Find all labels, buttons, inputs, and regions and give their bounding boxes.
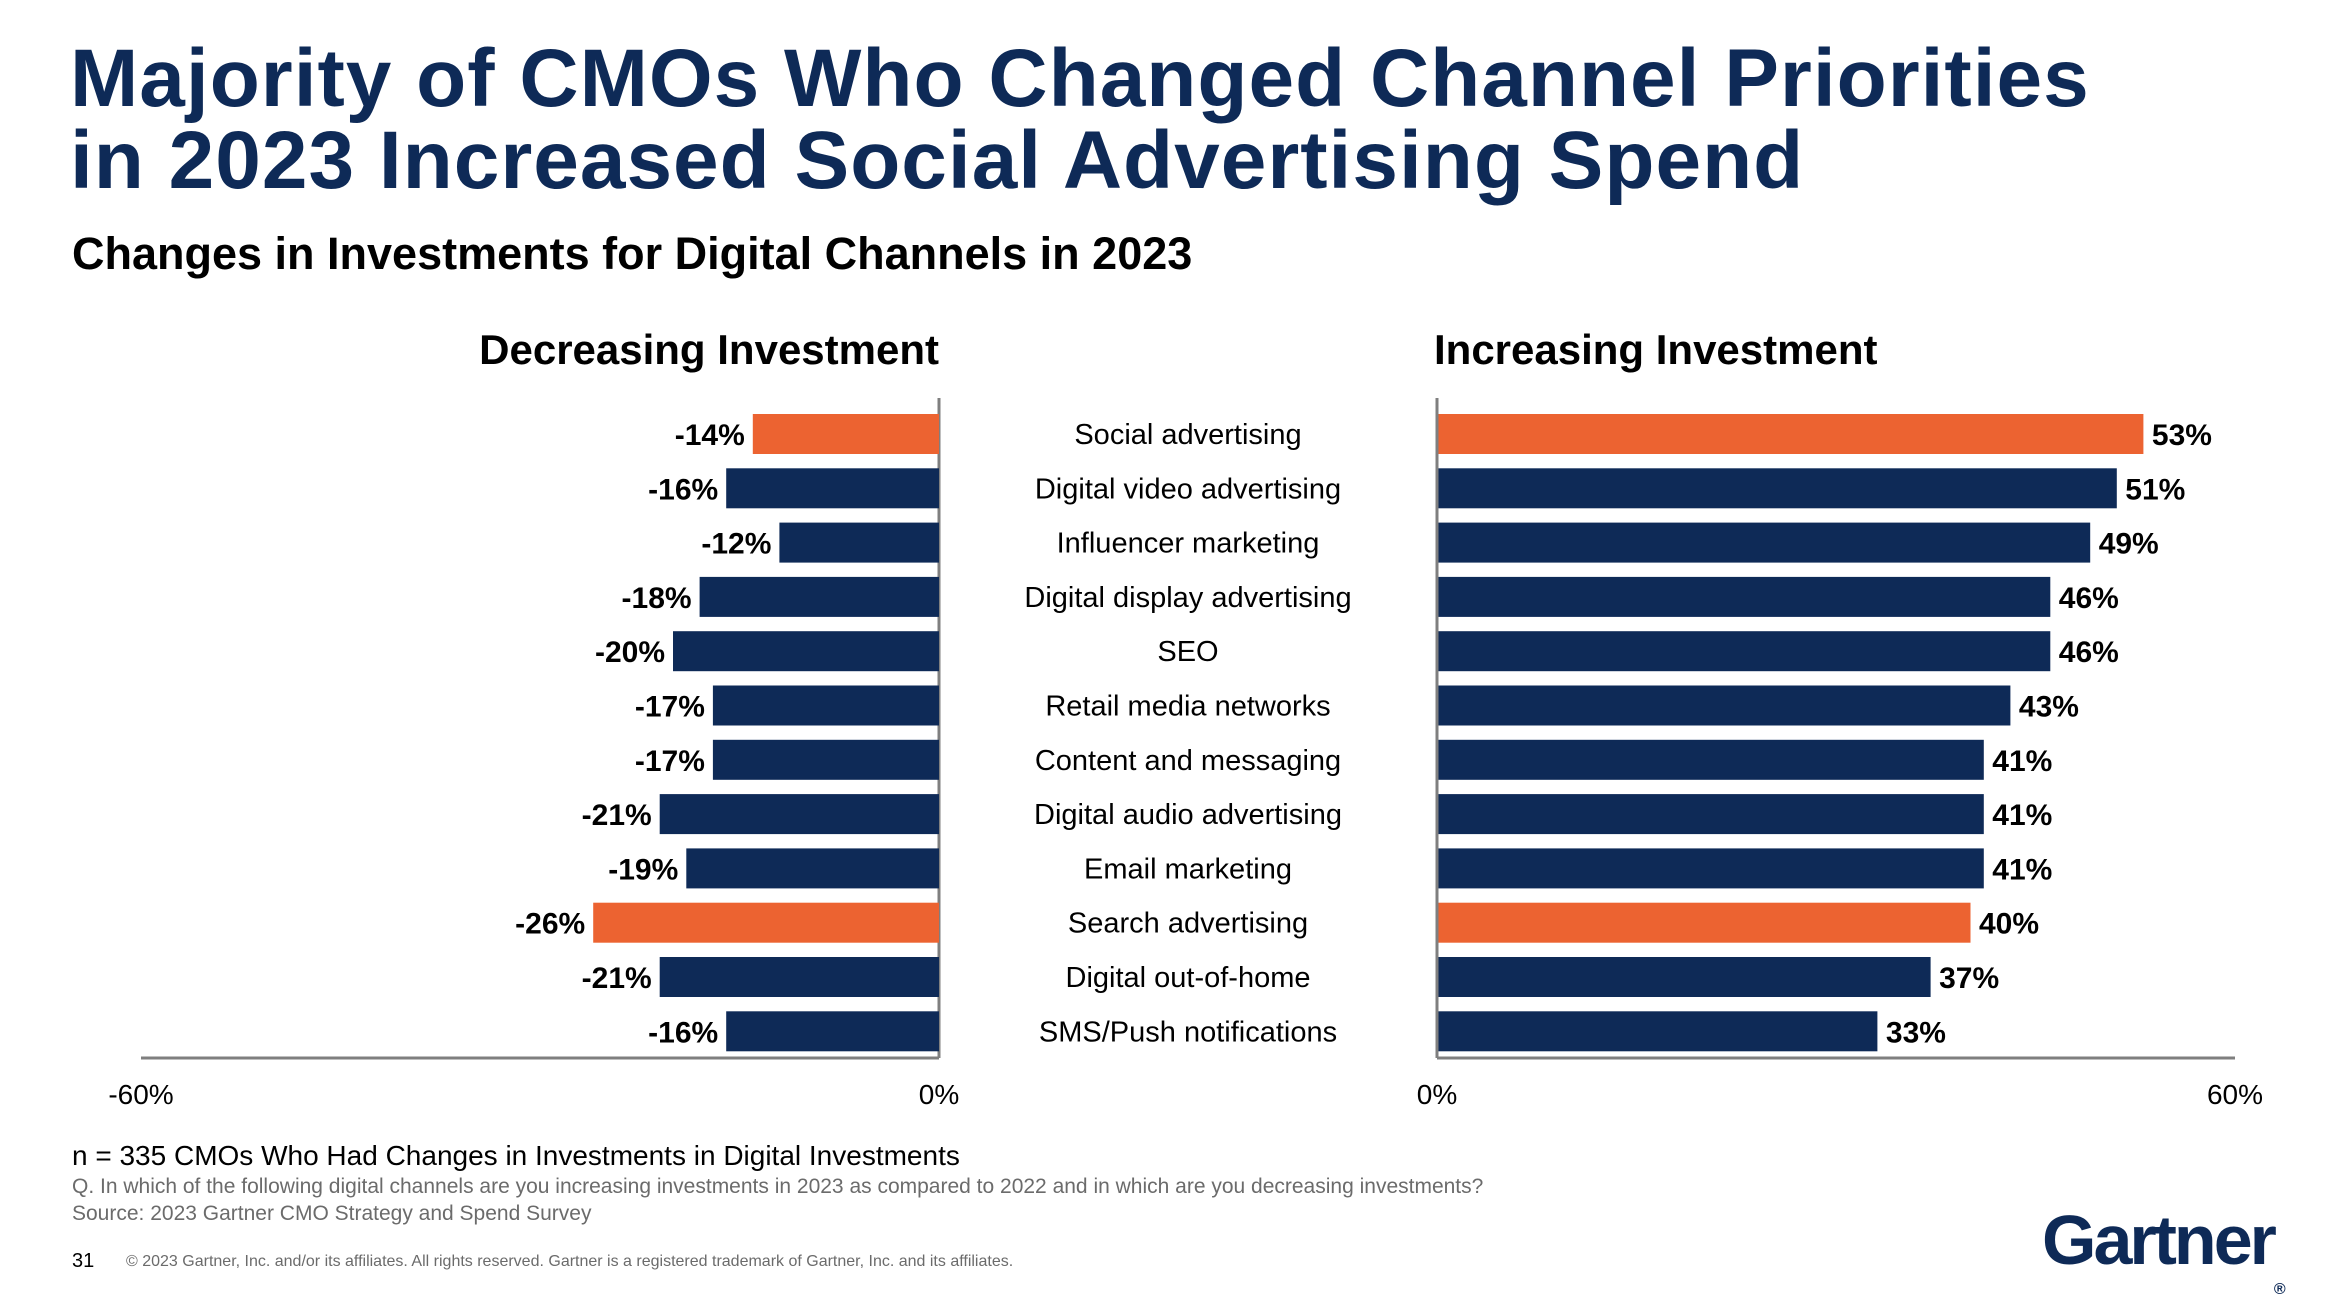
category-label: Digital out-of-home xyxy=(1066,962,1311,994)
increase-bar xyxy=(1438,794,1984,835)
sample-note: n = 335 CMOs Who Had Changes in Investme… xyxy=(72,1140,960,1171)
increase-value-label: 41% xyxy=(1992,853,2052,886)
increase-value-label: 40% xyxy=(1979,908,2039,941)
increase-value-label: 41% xyxy=(1992,745,2052,778)
page-title: Majority of CMOs Who Changed Channel Pri… xyxy=(70,38,2090,202)
increase-value-label: 41% xyxy=(1992,799,2052,832)
decrease-value-label: -16% xyxy=(648,1016,718,1049)
left-tick-label: -60% xyxy=(108,1079,173,1110)
question-note: Q. In which of the following digital cha… xyxy=(72,1175,1484,1198)
decrease-bar xyxy=(726,468,939,509)
increase-value-label: 46% xyxy=(2059,636,2119,669)
category-label: SEO xyxy=(1157,636,1218,668)
increase-bar xyxy=(1438,685,2011,726)
increase-bar xyxy=(1438,957,1931,997)
increase-bar xyxy=(1438,848,1984,889)
decrease-value-label: -16% xyxy=(648,473,718,506)
increase-bar xyxy=(1438,631,2051,672)
decrease-bar xyxy=(673,631,939,672)
decrease-value-label: -21% xyxy=(582,799,652,832)
title-line-1: Majority of CMOs Who Changed Channel Pri… xyxy=(70,33,2090,124)
right-tick-label: 0% xyxy=(1417,1079,1457,1110)
category-label: Social advertising xyxy=(1074,419,1301,451)
decrease-value-label: -26% xyxy=(515,908,585,941)
increase-bar xyxy=(1438,1011,1878,1052)
page-number: 31 xyxy=(72,1250,95,1272)
increase-value-label: 33% xyxy=(1886,1016,1946,1049)
category-label: Influencer marketing xyxy=(1057,528,1320,560)
chart-title: Changes in Investments for Digital Chann… xyxy=(72,228,1193,279)
increase-value-label: 51% xyxy=(2125,473,2185,506)
decrease-bar xyxy=(726,1011,939,1052)
category-label: Email marketing xyxy=(1084,853,1292,885)
category-label: Search advertising xyxy=(1068,908,1308,940)
decrease-bar xyxy=(752,414,939,454)
increase-value-label: 43% xyxy=(2019,691,2079,724)
source-note: Source: 2023 Gartner CMO Strategy and Sp… xyxy=(72,1202,592,1225)
decrease-bar xyxy=(779,522,939,563)
category-label: Content and messaging xyxy=(1035,745,1341,777)
increase-value-label: 53% xyxy=(2152,419,2212,452)
category-label: SMS/Push notifications xyxy=(1039,1016,1337,1048)
category-label: Digital audio advertising xyxy=(1034,799,1342,831)
increase-bar xyxy=(1438,576,2051,617)
title-line-2: in 2023 Increased Social Advertising Spe… xyxy=(70,115,1805,206)
decrease-value-label: -18% xyxy=(622,582,692,615)
right-tick-label: 60% xyxy=(2207,1079,2263,1110)
increase-bar xyxy=(1438,522,2091,563)
increase-value-label: 46% xyxy=(2059,582,2119,615)
increase-bar xyxy=(1438,902,1971,943)
increase-bar xyxy=(1438,739,1984,780)
copyright: © 2023 Gartner, Inc. and/or its affiliat… xyxy=(126,1253,1014,1270)
gartner-logo: Gartner® xyxy=(2042,1201,2286,1298)
increase-value-label: 37% xyxy=(1939,962,1999,995)
decrease-bar xyxy=(712,739,939,780)
decrease-value-label: -14% xyxy=(675,419,745,452)
decrease-bar xyxy=(712,685,939,726)
decrease-value-label: -19% xyxy=(608,853,678,886)
left-tick-label: 0% xyxy=(919,1079,959,1110)
decreasing-panel-title: Decreasing Investment xyxy=(479,326,939,373)
decrease-value-label: -17% xyxy=(635,691,705,724)
category-label: Digital video advertising xyxy=(1035,473,1341,505)
decrease-bar xyxy=(659,957,939,997)
category-label: Digital display advertising xyxy=(1024,582,1351,614)
decrease-bar xyxy=(686,848,939,889)
decrease-bar xyxy=(699,576,939,617)
decrease-bar xyxy=(593,902,939,943)
decrease-value-label: -20% xyxy=(595,636,665,669)
decrease-value-label: -17% xyxy=(635,745,705,778)
category-label: Retail media networks xyxy=(1045,691,1330,723)
increasing-panel-title: Increasing Investment xyxy=(1434,326,1878,373)
decrease-bar xyxy=(659,794,939,835)
decrease-value-label: -21% xyxy=(582,962,652,995)
increase-value-label: 49% xyxy=(2099,528,2159,561)
decrease-value-label: -12% xyxy=(701,528,771,561)
increase-bar xyxy=(1438,468,2117,509)
increase-bar xyxy=(1438,414,2144,454)
